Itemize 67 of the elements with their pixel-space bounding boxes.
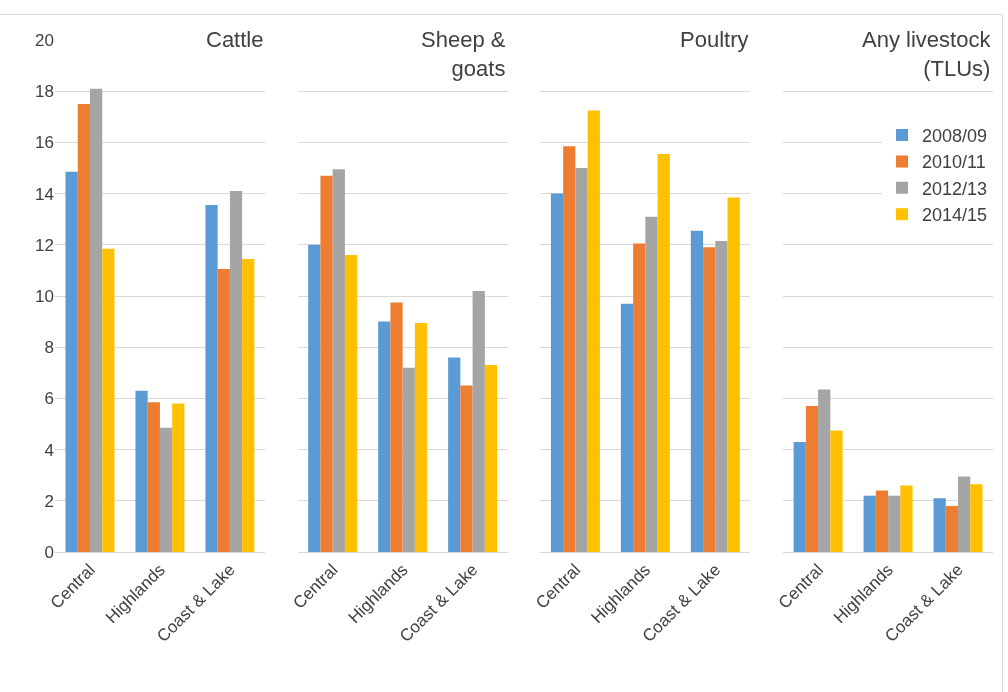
y-tick-label: 0 — [44, 542, 54, 562]
bar — [633, 243, 646, 552]
bar — [805, 406, 819, 552]
bar — [620, 303, 634, 552]
y-tick-label: 16 — [35, 133, 54, 153]
bar — [587, 110, 600, 552]
legend-label: 2008/09 — [922, 126, 988, 147]
bar — [308, 244, 321, 552]
bar — [414, 322, 428, 552]
y-tick-label: 20 — [35, 30, 54, 50]
y-tick-label: 2 — [44, 491, 54, 511]
bar — [460, 385, 473, 552]
bar — [378, 321, 391, 552]
y-tick-label: 12 — [35, 235, 54, 255]
bar — [390, 302, 403, 552]
bar — [147, 402, 160, 552]
bar — [657, 153, 670, 552]
y-tick-label: 18 — [35, 82, 54, 102]
bar — [402, 367, 415, 552]
bar — [793, 441, 806, 552]
y-tick-label: 10 — [35, 286, 54, 306]
bar — [945, 505, 959, 552]
legend-label: 2014/15 — [922, 205, 988, 226]
bar — [703, 247, 716, 552]
bar — [229, 191, 243, 552]
bar — [217, 269, 230, 552]
bar — [830, 430, 843, 552]
bar — [900, 485, 913, 552]
y-tick-label: 8 — [44, 338, 54, 358]
bar — [958, 476, 971, 552]
bar — [89, 88, 103, 552]
bar — [102, 248, 115, 552]
bar — [205, 205, 218, 552]
bar — [888, 495, 901, 552]
bar — [933, 498, 946, 552]
bar — [645, 216, 658, 552]
bar — [472, 290, 485, 552]
bar — [77, 104, 90, 552]
bar — [65, 171, 78, 552]
y-tick-label: 6 — [44, 389, 54, 409]
bar — [135, 390, 148, 552]
bar — [690, 230, 704, 552]
bar — [875, 490, 889, 552]
bar — [863, 495, 876, 552]
bar — [320, 175, 333, 552]
chart-title: Any livestock (TLUs) — [862, 27, 992, 81]
y-tick-label: 14 — [35, 184, 54, 204]
bar — [563, 146, 576, 552]
bar — [550, 193, 564, 552]
chart-title: Sheep & goats — [421, 27, 506, 81]
bar — [575, 168, 588, 552]
bar — [172, 403, 185, 552]
bar — [484, 365, 498, 552]
chart-title: Poultry — [680, 27, 749, 52]
bar — [818, 389, 831, 552]
bar — [970, 484, 983, 552]
bar — [159, 427, 173, 552]
bar — [344, 255, 358, 552]
chart-title: Cattle — [206, 27, 264, 52]
bar — [242, 258, 255, 552]
y-tick-label: 4 — [44, 440, 54, 460]
bar — [727, 197, 740, 552]
bar — [715, 240, 728, 552]
legend-label: 2012/13 — [922, 178, 988, 199]
legend-label: 2010/11 — [922, 152, 986, 173]
bar — [332, 169, 345, 552]
bar — [448, 357, 461, 552]
